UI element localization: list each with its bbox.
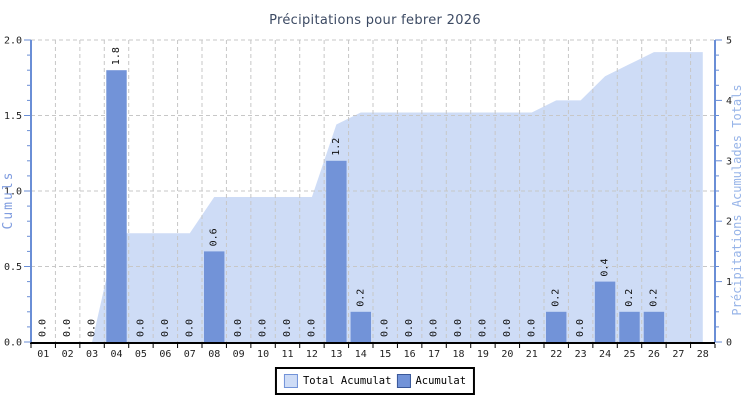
bar-value-day-15: 0.0 — [380, 319, 391, 337]
y-right-tick-label: 0 — [726, 338, 732, 349]
bar-value-day-07: 0.0 — [184, 319, 195, 337]
x-tick-label-14: 14 — [355, 349, 367, 360]
bar-day-26 — [643, 311, 665, 342]
y-right-tick-label: 3 — [726, 156, 732, 167]
bar-value-day-24: 0.4 — [600, 259, 611, 277]
legend-label-total-acumulat: Total Acumulat — [302, 375, 392, 387]
bar-value-day-14: 0.2 — [355, 289, 366, 307]
bar-value-day-04: 1.8 — [111, 47, 122, 65]
chart-legend: Total Acumulat Acumulat — [274, 367, 476, 395]
bar-value-day-10: 0.0 — [258, 319, 269, 337]
legend-swatch-total-acumulat — [283, 374, 298, 388]
bar-value-day-16: 0.0 — [404, 319, 415, 337]
bar-value-day-26: 0.2 — [648, 289, 659, 307]
bar-day-22 — [546, 311, 567, 342]
legend-label-acumulat: Acumulat — [415, 375, 467, 387]
x-tick-label-15: 15 — [379, 349, 391, 360]
x-tick-label-26: 26 — [648, 349, 660, 360]
bar-value-day-11: 0.0 — [282, 319, 293, 337]
x-tick-label-28: 28 — [697, 349, 709, 360]
bar-day-24 — [594, 281, 616, 342]
bar-value-day-13: 1.2 — [331, 138, 342, 156]
y-left-tick-label: 0.0 — [4, 338, 22, 349]
x-tick-label-27: 27 — [672, 349, 684, 360]
x-tick-label-19: 19 — [477, 349, 489, 360]
x-tick-label-23: 23 — [575, 349, 587, 360]
bar-value-day-05: 0.0 — [135, 319, 146, 337]
bar-value-day-18: 0.0 — [453, 319, 464, 337]
x-tick-label-06: 06 — [159, 349, 171, 360]
x-tick-label-05: 05 — [135, 349, 147, 360]
bar-series-acumulat: 0.0 0.0 0.0 1.8 0.0 0.0 0.0 0.6 0.0 0.0 0.0 0.0 1.2 0… — [38, 47, 665, 342]
x-tick-label-13: 13 — [330, 349, 342, 360]
x-tick-label-20: 20 — [501, 349, 513, 360]
chart-title: Précipitations pour febrer 2026 — [269, 13, 481, 28]
y-right-tick-label: 4 — [726, 96, 732, 107]
x-tick-label-12: 12 — [306, 349, 318, 360]
x-tick-label-24: 24 — [599, 349, 611, 360]
bar-day-25 — [619, 311, 640, 342]
bar-value-day-02: 0.0 — [62, 319, 73, 337]
y-left-tick-label: 1.0 — [4, 187, 22, 198]
bar-value-day-09: 0.0 — [233, 319, 244, 337]
x-tick-label-10: 10 — [257, 349, 269, 360]
x-tick-label-18: 18 — [452, 349, 464, 360]
bar-value-day-21: 0.0 — [526, 319, 537, 337]
x-tick-label-03: 03 — [86, 349, 98, 360]
bar-day-08 — [204, 251, 225, 342]
y-right-tick-label: 2 — [726, 217, 732, 228]
x-tick-label-02: 02 — [62, 349, 74, 360]
bar-value-day-22: 0.2 — [551, 289, 562, 307]
bar-day-04 — [106, 70, 127, 342]
bar-value-day-01: 0.0 — [38, 319, 49, 337]
bar-value-day-03: 0.0 — [87, 319, 98, 337]
x-tick-label-07: 07 — [184, 349, 196, 360]
bar-value-day-08: 0.6 — [209, 228, 220, 246]
bar-day-14 — [350, 311, 371, 342]
x-axis: 01 02 03 04 05 06 07 08 09 10 11 12 13 14 15 16 17 18 19 20… — [30, 342, 716, 360]
bar-value-day-17: 0.0 — [429, 319, 440, 337]
y-left-tick-label: 0.5 — [4, 262, 22, 273]
bar-value-day-19: 0.0 — [477, 319, 488, 337]
y-left-tick-label: 1.5 — [4, 111, 22, 122]
bar-value-day-25: 0.2 — [624, 289, 635, 307]
x-tick-label-09: 09 — [233, 349, 245, 360]
y-right-tick-label: 1 — [726, 277, 732, 288]
x-tick-label-04: 04 — [110, 349, 122, 360]
y-axis-right-title: Précipitations Acumulades Totals — [730, 84, 744, 315]
x-tick-label-17: 17 — [428, 349, 440, 360]
y-left-tick-label: 2.0 — [4, 36, 22, 47]
bar-value-day-23: 0.0 — [575, 319, 586, 337]
y-axis-left-title: Cumuls — [1, 171, 16, 230]
x-tick-label-08: 08 — [208, 349, 220, 360]
x-tick-label-01: 01 — [37, 349, 49, 360]
legend-swatch-acumulat — [396, 374, 411, 388]
grid-lines — [31, 39, 715, 342]
y-axis-right: 0 1 2 3 4 5 Précipitations Acumulades Totals — [714, 36, 744, 349]
bar-day-13 — [326, 160, 347, 342]
y-axis-left: 0.0 0.5 1.0 1.5 2.0 Cumuls — [1, 36, 32, 349]
x-tick-label-25: 25 — [623, 349, 635, 360]
bar-value-day-12: 0.0 — [306, 319, 317, 337]
bar-value-day-06: 0.0 — [160, 319, 171, 337]
x-tick-label-11: 11 — [281, 349, 293, 360]
bar-value-day-20: 0.0 — [502, 319, 513, 337]
y-right-tick-label: 5 — [726, 36, 732, 47]
x-tick-label-21: 21 — [526, 349, 538, 360]
x-tick-label-16: 16 — [404, 349, 416, 360]
x-tick-label-22: 22 — [550, 349, 562, 360]
